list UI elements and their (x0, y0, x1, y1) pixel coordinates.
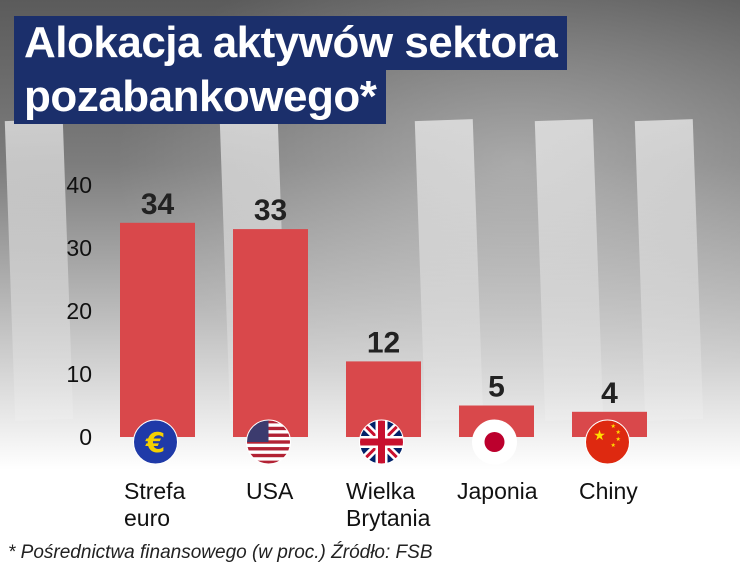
uk-flag-icon (359, 419, 404, 465)
us-flag-icon (246, 419, 291, 465)
bar (233, 229, 308, 437)
footnote: * Pośrednictwa finansowego (w proc.) Źró… (8, 542, 433, 563)
data-label: 12 (367, 326, 400, 359)
category-label-line: Japonia (457, 478, 538, 504)
data-label: 5 (488, 371, 505, 404)
data-label: 34 (141, 188, 175, 221)
category-label: Japonia (457, 478, 538, 505)
svg-text:★: ★ (616, 429, 621, 436)
svg-text:★: ★ (616, 436, 621, 443)
japan-flag-icon (472, 419, 517, 465)
chart-title-line-1: Alokacja aktywów sektora (14, 16, 568, 70)
category-label-line: USA (246, 478, 294, 504)
data-label: 33 (254, 194, 287, 227)
china-flag-icon: ★★★★★ (585, 419, 630, 465)
bar (120, 222, 195, 437)
y-tick-label: 10 (66, 361, 92, 387)
category-label-line: euro (124, 505, 171, 531)
y-tick-label: 0 (79, 424, 92, 450)
data-label: 4 (601, 377, 618, 410)
category-label: Chiny (579, 478, 638, 505)
category-label: Wielka Brytania (346, 478, 430, 532)
svg-text:€: € (145, 426, 165, 459)
category-label-line: Brytania (346, 505, 431, 531)
eu-flag-icon: € (133, 419, 178, 465)
category-label: USA (246, 478, 293, 505)
y-tick-label: 40 (66, 172, 92, 198)
svg-text:★: ★ (611, 442, 616, 449)
y-tick-label: 30 (66, 235, 92, 261)
chart-title-line-2: pozabankowego* (14, 70, 387, 124)
category-label-line: Wielka (346, 478, 416, 504)
svg-text:★: ★ (593, 428, 606, 444)
category-label: Strefa euro (124, 478, 185, 532)
y-tick-label: 20 (66, 298, 92, 324)
category-label-line: Chiny (579, 478, 638, 504)
svg-text:★: ★ (611, 423, 616, 430)
category-label-line: Strefa (124, 478, 186, 504)
